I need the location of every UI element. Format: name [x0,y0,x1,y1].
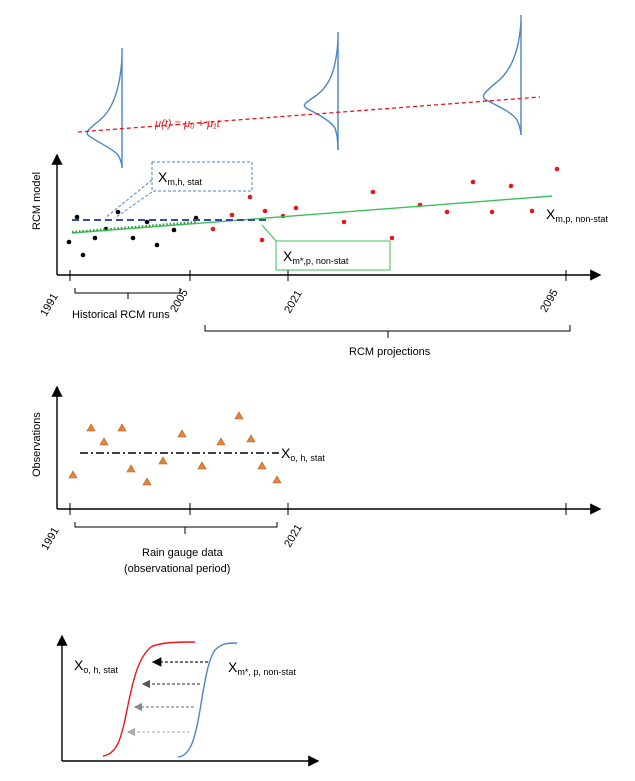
distribution-curves [86,15,522,169]
projection-point [293,205,299,211]
historical-point [154,242,160,248]
projection-point [489,209,495,215]
observation-points [68,411,282,486]
historical-point [130,235,136,241]
mapping-arrows [126,657,208,737]
proj-box-leader [261,224,277,242]
projection-point [259,237,265,243]
observation-point [158,456,168,465]
proj-cdf-curve [177,642,238,758]
proj-right-label: Xm,p, non-stat [546,206,608,224]
distribution-curve-3 [482,21,522,136]
observation-point [99,437,109,446]
top-y-axis-label: RCM model [31,172,43,230]
hist-box-leader [104,179,153,219]
mid-tick-1991: 1991 [39,525,62,552]
historical-bracket [74,288,181,299]
obs-mean-label: Xo, h, stat [281,445,325,463]
observation-point [126,464,136,473]
projection-trend-line [71,195,553,234]
projection-point [262,208,268,214]
historical-point [66,239,72,245]
middle-panel: Observations 1991 2021 Rain gauge data (… [31,385,602,575]
observation-point [117,423,127,432]
observation-point [177,429,187,438]
top-tick-marks [69,270,567,281]
projection-point [529,208,535,214]
projection-point [444,209,450,215]
historical-point [144,219,150,225]
top-tick-2095: 2095 [538,287,561,314]
projection-point [508,183,514,189]
historical-points [66,209,199,258]
historical-point [74,214,80,220]
mean-trend-line [77,96,541,133]
distribution-curve-1 [86,57,123,169]
hist-stat-box [151,161,253,192]
observation-point [197,461,207,470]
observation-point [142,477,152,486]
projection-point [389,235,395,241]
gauge-bracket-label-2: (observational period) [124,563,230,575]
cdf-left-label: Xo, h, stat [74,657,118,675]
observation-point [216,437,226,446]
historical-point [80,252,86,258]
gauge-bracket [74,522,278,534]
obs-cdf-curve [102,641,196,757]
projection-point [370,189,376,195]
hist-stat-box-label: Xm,h, stat [158,169,202,187]
mid-tick-2021: 2021 [282,522,305,549]
mid-tick-marks [69,503,567,515]
observation-point [68,470,78,479]
proj-nonstat-box [275,240,391,271]
gauge-bracket-label-1: Rain gauge data [142,547,224,559]
observation-point [272,475,282,484]
projection-point [247,194,253,200]
observation-point [86,423,96,432]
hist-box-leader-2 [114,191,153,219]
projection-point [341,219,347,225]
cdf-right-label: Xm*, p, non-stat [228,659,296,677]
observation-point [234,411,244,420]
proj-nonstat-box-label: Xm*,p, non-stat [283,248,349,266]
observation-point [246,434,256,443]
historical-point [92,235,98,241]
projection-point [470,179,476,185]
mean-trend-label: μ(t) = μ₀ + μ₁t [154,118,221,130]
top-tick-1991: 1991 [38,291,61,318]
historical-point [171,227,177,233]
observation-point [257,461,267,470]
bottom-panel: Xo, h, stat Xm*, p, non-stat [56,634,320,767]
historical-trend-dotted [71,220,197,234]
projections-bracket-label: RCM projections [349,346,431,358]
mid-y-axis-label: Observations [31,412,43,477]
historical-point [115,209,121,215]
projection-point [554,166,560,172]
projection-points [210,166,560,243]
projection-point [210,226,216,232]
top-tick-2021: 2021 [282,288,305,315]
historical-bracket-label: Historical RCM runs [72,309,170,321]
top-panel: μ(t) = μ₀ + μ₁t RCM model 1991 2005 2021… [31,15,608,358]
distribution-curve-2 [303,39,339,151]
projection-point [229,212,235,218]
projections-bracket [204,325,571,338]
